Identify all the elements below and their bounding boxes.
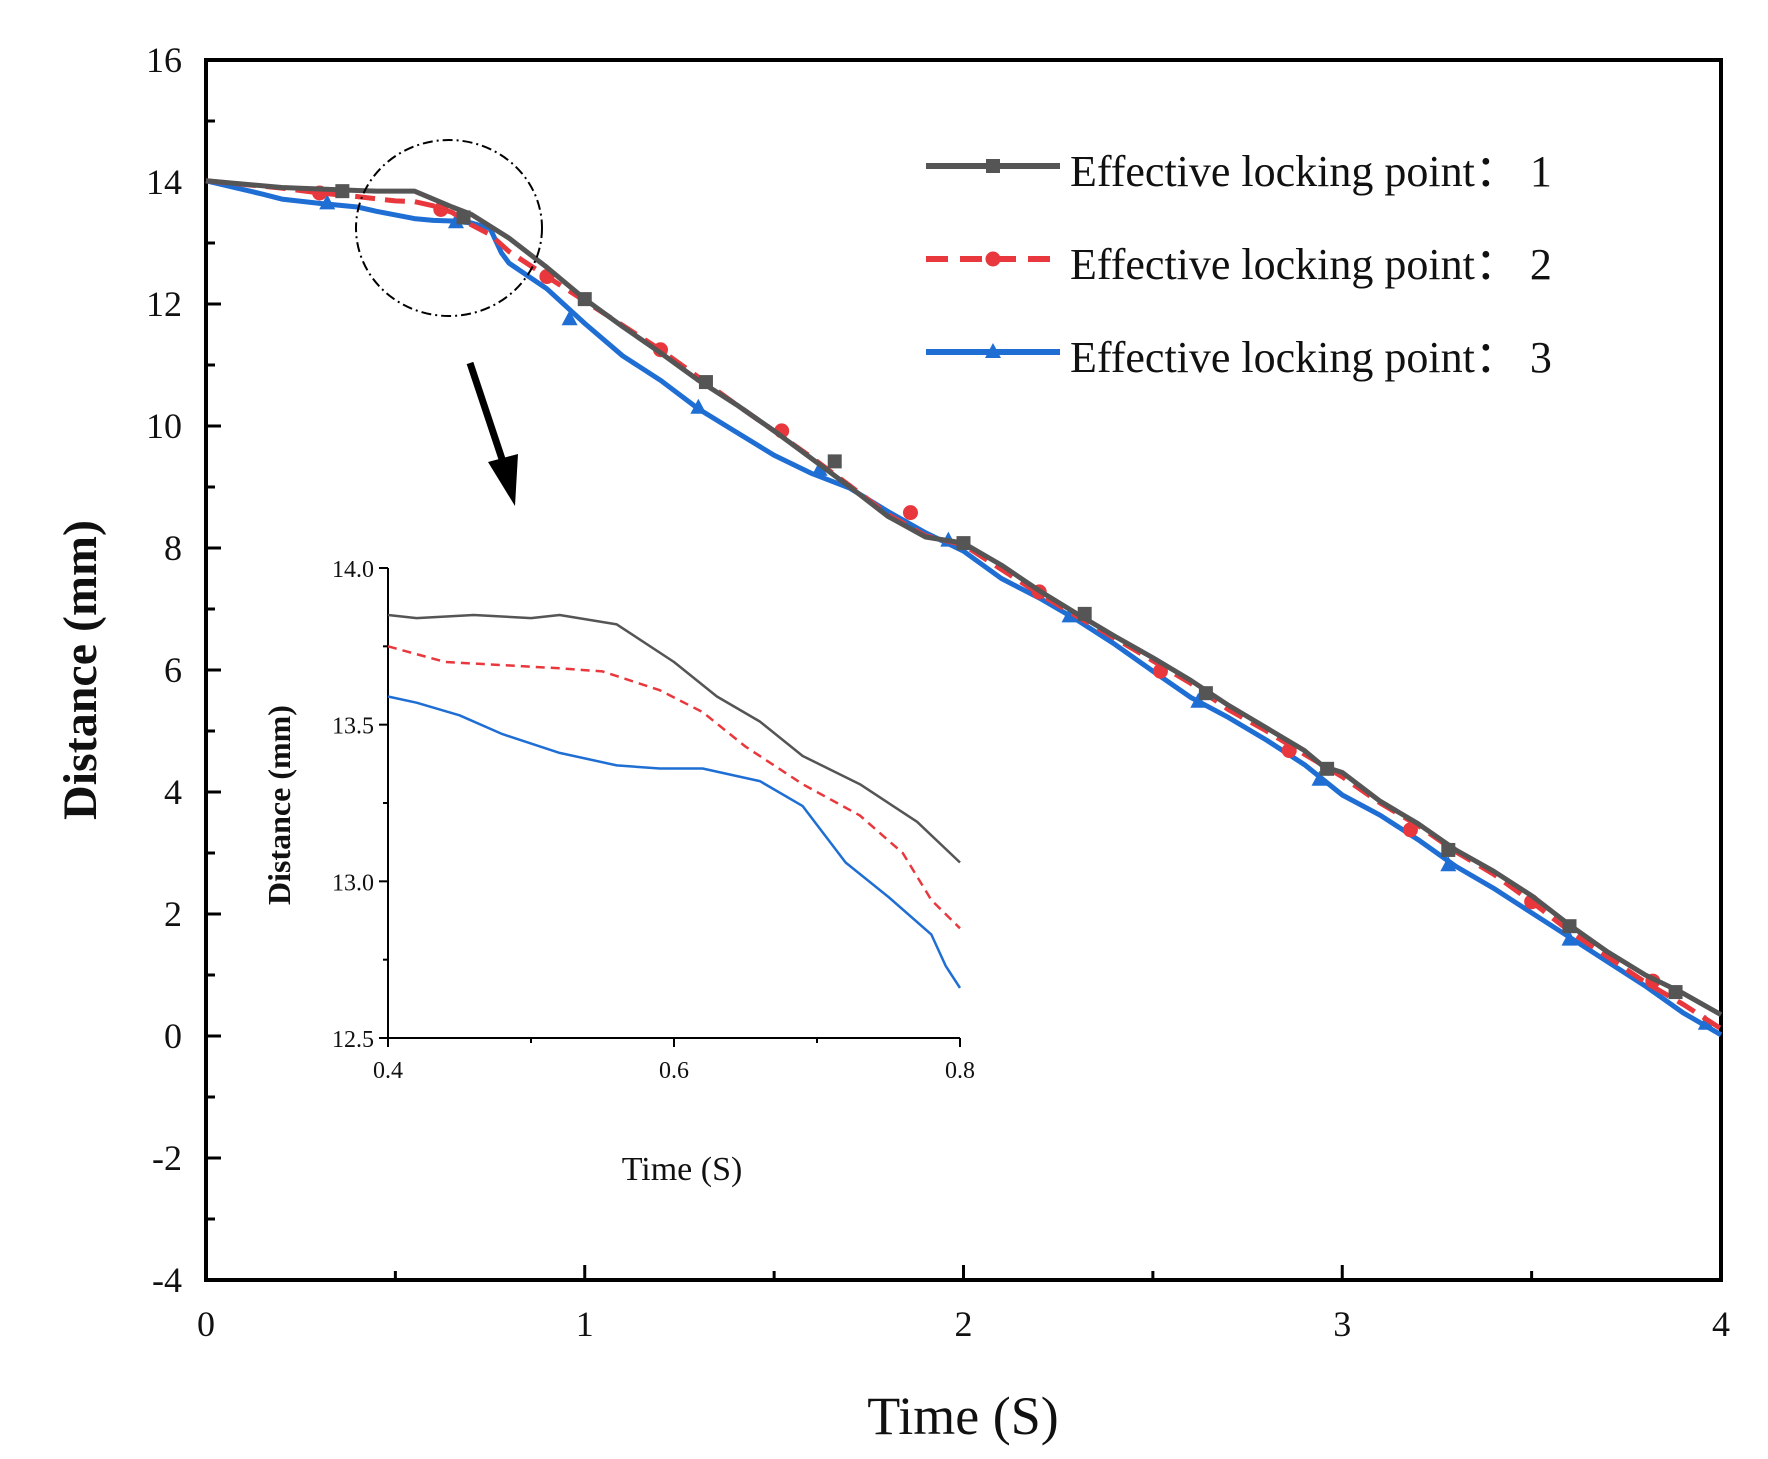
inset-y-tick-label: 13.5 — [332, 714, 374, 740]
legend: Effective locking point： 1 Effective loc… — [926, 147, 1552, 382]
y-tick-label: -4 — [152, 1260, 182, 1300]
legend-marker-series-3 — [985, 343, 1001, 358]
y-tick-label: 6 — [164, 650, 182, 690]
inset-background — [390, 566, 960, 1038]
series-1-marker — [1320, 761, 1335, 776]
series-1-marker — [335, 184, 350, 199]
inset-series-line-3 — [387, 695, 962, 989]
y-tick-label: 8 — [164, 528, 182, 568]
inset-series-line-2 — [387, 645, 961, 930]
zoom-arrow-head — [488, 454, 518, 506]
zoom-region-circle — [355, 139, 543, 317]
series-2-marker — [902, 505, 918, 521]
series-1-marker — [577, 292, 592, 307]
series-2-marker — [1402, 822, 1418, 838]
x-tick-label: 0 — [197, 1304, 215, 1344]
main-y-axis-label: Distance (mm) — [54, 520, 107, 820]
x-tick-label: 1 — [576, 1304, 594, 1344]
y-tick-label: 16 — [146, 40, 182, 80]
series-3-marker — [1561, 930, 1578, 946]
x-tick-label: 4 — [1712, 1304, 1730, 1344]
x-tick-label: 3 — [1333, 1304, 1351, 1344]
inset-y-axis-label: Distance (mm) — [261, 705, 297, 905]
series-3-marker — [1697, 1014, 1714, 1030]
series-3-marker — [1190, 692, 1207, 708]
y-tick-label: -2 — [152, 1138, 182, 1178]
y-tick-label: 0 — [164, 1016, 182, 1056]
main-x-axis-label: Time (S) — [867, 1386, 1059, 1446]
inset-y-tick-label: 12.5 — [332, 1027, 374, 1053]
legend-label-series-1: Effective locking point： 1 — [1070, 147, 1552, 196]
series-1-marker — [1562, 919, 1577, 934]
series-3-marker — [319, 194, 336, 210]
inset-x-axis-label: Time (S) — [622, 1151, 743, 1188]
inset-y-tick-label: 14.0 — [332, 557, 374, 583]
series-3-marker — [561, 310, 578, 326]
series-1-marker — [456, 210, 471, 225]
inset-x-tick-label: 0.8 — [945, 1058, 975, 1084]
y-tick-label: 14 — [146, 162, 182, 202]
series-3-marker — [1440, 856, 1457, 872]
legend-marker-series-1 — [986, 159, 1000, 173]
legend-marker-series-2 — [985, 251, 1001, 267]
series-1-marker — [1441, 842, 1456, 857]
series-3-marker — [447, 213, 464, 229]
main-plot-area — [205, 178, 1723, 1037]
series-1-marker — [698, 375, 713, 390]
series-2-marker — [1152, 663, 1168, 679]
legend-label-series-2: Effective locking point： 2 — [1070, 240, 1552, 289]
inset-x-tick-label: 0.6 — [659, 1058, 689, 1084]
series-3-marker — [690, 398, 707, 414]
inset-series-line-1 — [387, 613, 961, 864]
series-1-marker — [1077, 606, 1092, 621]
y-tick-label: 12 — [146, 284, 182, 324]
y-tick-label: 10 — [146, 406, 182, 446]
series-2-marker — [1281, 743, 1297, 759]
legend-label-series-3: Effective locking point： 3 — [1070, 333, 1552, 382]
series-3-marker — [1061, 607, 1078, 623]
series-1-marker — [1668, 985, 1683, 1000]
series-1-marker — [956, 536, 971, 551]
series-1-marker — [1198, 686, 1213, 701]
inset-plot-area — [387, 613, 962, 989]
y-tick-label: 4 — [164, 772, 182, 812]
zoom-arrow-shaft — [466, 361, 509, 470]
inset-y-tick-label: 13.0 — [332, 870, 374, 896]
series-3-marker — [811, 460, 828, 476]
series-1-marker — [827, 454, 842, 469]
x-tick-label: 2 — [955, 1304, 973, 1344]
y-tick-label: 2 — [164, 894, 182, 934]
series-3-marker — [1311, 770, 1328, 786]
inset-x-tick-label: 0.4 — [373, 1058, 403, 1084]
